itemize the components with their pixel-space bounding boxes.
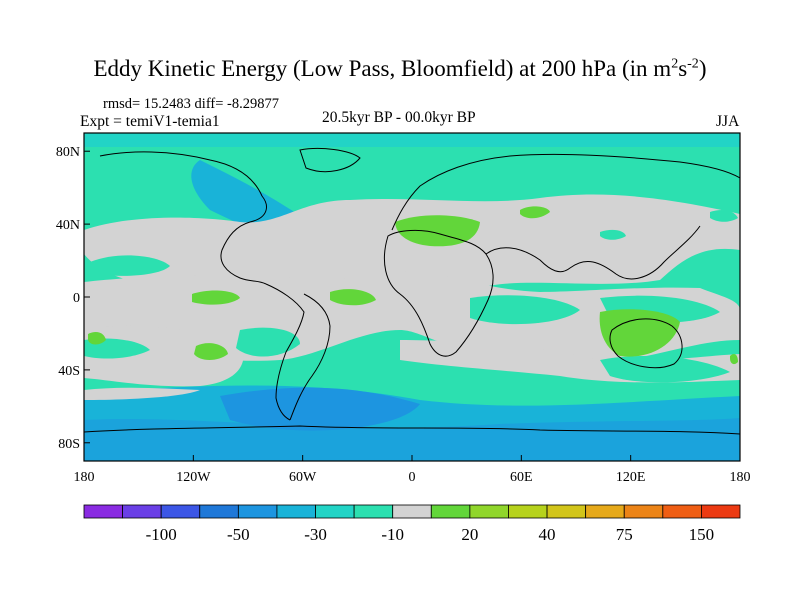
colorbar-swatch [122, 504, 162, 519]
colorbar-swatch [315, 504, 355, 519]
colorbar-swatch [585, 504, 625, 519]
lat-tick-label: 0 [73, 291, 80, 306]
lon-tick-label: 60E [510, 470, 533, 485]
coast-australia [609, 318, 683, 369]
stats-label: rmsd= 15.2483 diff= -8.29877 [103, 96, 279, 112]
colorbar-swatch [469, 504, 509, 519]
lat-tick-label: 40N [56, 218, 80, 233]
colorbar-swatch [508, 504, 548, 519]
coast-africa [383, 229, 494, 357]
field-arctic [84, 133, 740, 147]
colorbar-swatch [237, 504, 278, 519]
coast-north-america [99, 151, 267, 285]
lon-tick-label: 0 [409, 470, 416, 485]
colorbar-label: 40 [539, 525, 556, 544]
field-southern-core [220, 387, 420, 431]
colorbar-swatch [276, 504, 316, 519]
colorbar-labels: -100 -50 -30 -10 20 40 75 150 [146, 525, 715, 544]
colorbar-label: 75 [616, 525, 633, 544]
colorbar-label: -100 [146, 525, 177, 544]
lat-tick-label: 80N [56, 145, 80, 160]
field-south-grey-strip [84, 387, 200, 400]
field-small-green-southpac [194, 343, 228, 360]
season-label: JJA [716, 113, 740, 130]
field-indian-patch [470, 295, 580, 325]
coast-south-america-west [265, 283, 305, 421]
lon-tick-label: 60W [289, 470, 317, 485]
lat-tick-label: 80S [58, 437, 80, 452]
period-label: 20.5kyr BP - 00.0kyr BP [322, 109, 476, 126]
colorbar-label: -10 [381, 525, 404, 544]
field-china-patch [600, 229, 626, 240]
coast-greenland [299, 147, 361, 173]
experiment-label: Expt = temiV1-temia1 [80, 113, 220, 130]
colorbar-swatch [160, 504, 201, 519]
lat-tick-label: 40S [58, 364, 80, 379]
field-layer [84, 133, 740, 461]
lon-tick-label: 120W [176, 470, 211, 485]
colorbar-swatch [83, 504, 123, 519]
coastline-layer [84, 147, 740, 435]
field-atlantic-green [330, 289, 376, 306]
colorbar-label: 20 [461, 525, 478, 544]
longitude-axis: 180 120W 60W 0 60E 120E 180 [74, 455, 751, 485]
lon-tick-label: 180 [74, 470, 95, 485]
coast-south-america-east [289, 293, 331, 421]
colorbar-swatch [392, 504, 432, 519]
field-med-patch [395, 215, 480, 247]
colorbar-swatch [353, 504, 394, 519]
colorbar-label: -50 [227, 525, 250, 544]
lon-tick-label: 120E [616, 470, 646, 485]
field-caspian-patch [520, 206, 550, 219]
colorbar-label: -30 [304, 525, 327, 544]
colorbar-swatch [662, 504, 702, 519]
plot-title: Eddy Kinetic Energy (Low Pass, Bloomfiel… [93, 56, 707, 81]
colorbar-swatch [546, 504, 587, 519]
field-small-green-west [88, 332, 106, 345]
field-pacific-patch [90, 255, 170, 276]
field-brazil-patch [236, 327, 300, 357]
field-north-subtropics [84, 194, 740, 296]
colorbar-swatch [623, 504, 664, 519]
field-antarctic-band [84, 418, 740, 461]
lon-tick-label: 180 [730, 470, 751, 485]
field-small-green-east [730, 354, 738, 365]
colorbar-swatch [701, 504, 741, 519]
colorbar-swatch [430, 504, 471, 519]
colorbar-label: 150 [689, 525, 715, 544]
coast-eurasia-north [391, 153, 740, 231]
coast-antarctica [84, 425, 740, 435]
colorbar-swatch [199, 504, 239, 519]
latitude-axis: 80N 40N 0 40S 80S [56, 145, 90, 452]
field-npac-patch [710, 210, 738, 222]
colorbar [83, 504, 741, 519]
field-pacific-green [192, 290, 240, 305]
field-aus-patch [600, 356, 730, 383]
coast-asia-south [485, 225, 701, 280]
